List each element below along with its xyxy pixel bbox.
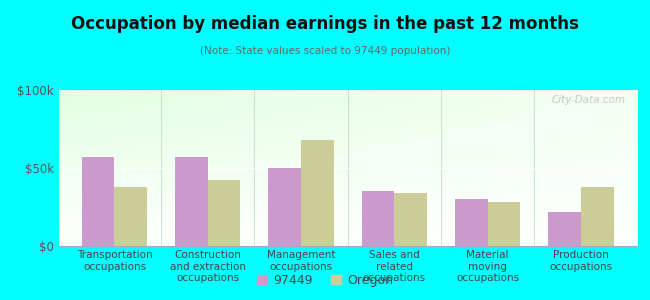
Text: City-Data.com: City-Data.com xyxy=(551,95,625,105)
Bar xyxy=(362,191,395,246)
Bar xyxy=(301,140,333,246)
Bar xyxy=(208,181,240,246)
Bar xyxy=(549,212,581,246)
Bar xyxy=(114,187,147,246)
Bar xyxy=(175,157,208,246)
Text: (Note: State values scaled to 97449 population): (Note: State values scaled to 97449 popu… xyxy=(200,46,450,56)
Bar xyxy=(82,157,114,246)
Bar xyxy=(488,202,521,246)
Bar xyxy=(268,168,301,246)
Legend: 97449, Oregon: 97449, Oregon xyxy=(253,270,397,291)
Bar xyxy=(395,193,427,246)
Bar xyxy=(455,199,488,246)
Text: Occupation by median earnings in the past 12 months: Occupation by median earnings in the pas… xyxy=(71,15,579,33)
Bar xyxy=(581,187,614,246)
